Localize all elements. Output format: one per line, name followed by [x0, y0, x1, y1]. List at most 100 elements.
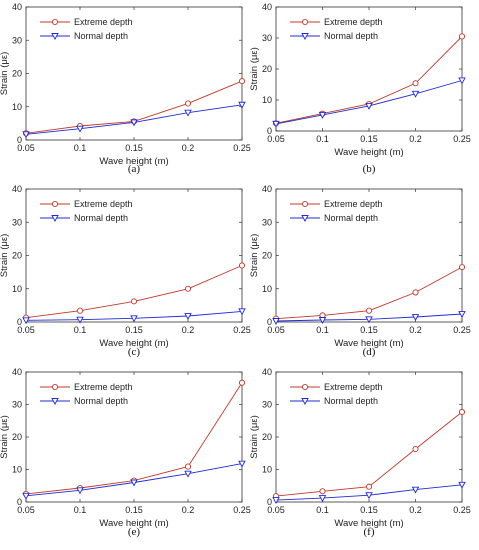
normal-depth-point — [184, 470, 192, 478]
extreme-depth-point — [238, 78, 246, 85]
normal-depth-point — [76, 316, 84, 324]
y-tick-label: 30 — [12, 35, 22, 45]
x-tick-label: 0.05 — [17, 143, 35, 153]
extreme-depth-line — [25, 265, 243, 319]
y-axis-label: Strain (με) — [0, 52, 10, 96]
y-tick-label: 10 — [262, 465, 272, 475]
extreme-depth-point — [130, 298, 138, 305]
y-tick-label: 0 — [267, 497, 272, 507]
y-tick-label: 40 — [12, 2, 22, 12]
x-tick-label: 0.15 — [125, 505, 143, 515]
y-tick-label: 40 — [262, 367, 272, 377]
x-tick-label: 0.05 — [17, 325, 35, 335]
legend-normal-depth-marker — [51, 215, 59, 222]
extreme-depth-point — [412, 445, 419, 453]
y-axis-label: Strain (με) — [0, 234, 10, 278]
y-tick-label: 40 — [12, 184, 22, 194]
y-tick-label: 30 — [262, 217, 272, 227]
y-tick-label: 40 — [262, 184, 272, 194]
y-tick-label: 30 — [12, 400, 22, 410]
x-tick-label: 0.25 — [233, 325, 251, 335]
extreme-depth-point — [184, 285, 192, 292]
extreme-depth-point — [365, 483, 373, 490]
legend-extreme-depth-label: Extreme depth — [324, 382, 383, 392]
normal-depth-point — [318, 317, 327, 324]
normal-depth-point — [238, 460, 246, 468]
legend-extreme-depth-label: Extreme depth — [324, 17, 383, 27]
normal-depth-point — [22, 131, 30, 139]
y-tick-label: 0 — [17, 317, 22, 327]
legend-extreme-depth-label: Extreme depth — [74, 17, 133, 27]
y-tick-label: 20 — [262, 432, 272, 442]
normal-depth-point — [76, 487, 84, 495]
normal-depth-point — [411, 486, 420, 494]
legend-extreme-depth-marker — [51, 383, 59, 391]
y-tick-label: 30 — [262, 400, 272, 410]
normal-depth-point — [365, 492, 373, 500]
x-axis-label: Wave height (m) — [334, 338, 403, 349]
legend-extreme-depth-label: Extreme depth — [74, 382, 133, 392]
normal-depth-point — [411, 314, 420, 321]
chart-panel-a: 0 10 20 30 40 0.05 0.1 0.15 0.2 0.25 Wave height (… — [0, 2, 251, 175]
x-tick-label: 0.2 — [409, 325, 422, 335]
normal-depth-point — [318, 111, 327, 119]
x-axis-label: Wave height (m) — [334, 518, 403, 529]
panel-label: (a) — [128, 163, 141, 175]
y-tick-label: 10 — [262, 95, 272, 105]
normal-depth-point — [458, 481, 466, 489]
extreme-depth-point — [184, 463, 192, 470]
y-tick-label: 20 — [12, 251, 22, 261]
y-tick-label: 20 — [262, 251, 272, 261]
x-tick-label: 0.2 — [182, 143, 195, 153]
normal-depth-point — [458, 77, 466, 85]
chart-panel-e: 0 10 20 30 40 0.05 0.1 0.15 0.2 0.25 Wave height (… — [0, 367, 251, 538]
normal-depth-point — [130, 479, 138, 487]
x-tick-label: 0.1 — [316, 134, 329, 144]
legend-normal-depth-marker — [301, 33, 309, 40]
x-tick-label: 0.15 — [125, 325, 143, 335]
extreme-depth-line — [275, 411, 463, 497]
y-tick-label: 0 — [17, 135, 22, 145]
normal-depth-point — [365, 102, 373, 110]
y-tick-label: 20 — [262, 64, 272, 74]
x-tick-label: 0.1 — [74, 505, 87, 515]
y-tick-label: 20 — [12, 69, 22, 79]
legend-extreme-depth-label: Extreme depth — [324, 199, 383, 209]
x-tick-label: 0.15 — [360, 325, 378, 335]
x-tick-label: 0.05 — [267, 325, 285, 335]
extreme-depth-point — [365, 307, 373, 314]
normal-depth-point — [22, 317, 30, 325]
y-tick-label: 10 — [12, 284, 22, 294]
y-axis-label: Strain (με) — [249, 415, 260, 459]
legend-normal-depth-label: Normal depth — [324, 396, 378, 406]
legend-normal-depth-label: Normal depth — [324, 213, 378, 223]
legend-normal-depth-label: Normal depth — [324, 31, 378, 41]
legend-normal-depth-marker — [51, 398, 59, 405]
y-tick-label: 40 — [12, 367, 22, 377]
normal-depth-point — [272, 120, 280, 128]
normal-depth-point — [272, 497, 280, 504]
y-tick-label: 30 — [12, 217, 22, 227]
extreme-depth-point — [458, 264, 466, 271]
normal-depth-point — [272, 318, 280, 325]
normal-depth-point — [238, 101, 246, 109]
normal-depth-point — [365, 316, 373, 324]
y-tick-label: 30 — [262, 33, 272, 43]
x-tick-label: 0.05 — [17, 505, 35, 515]
y-tick-label: 20 — [12, 432, 22, 442]
normal-depth-point — [411, 90, 420, 98]
normal-depth-point — [238, 308, 246, 316]
normal-depth-point — [184, 109, 192, 117]
normal-depth-point — [184, 313, 192, 320]
x-axis-label: Wave height (m) — [99, 518, 168, 529]
chart-panel-f: 0 10 20 30 40 0.05 0.1 0.15 0.2 0.25 Wave height (… — [249, 367, 471, 538]
extreme-depth-point — [458, 408, 466, 416]
extreme-depth-point — [319, 488, 326, 495]
x-tick-label: 0.2 — [409, 134, 422, 144]
y-tick-label: 0 — [17, 497, 22, 507]
legend-extreme-depth-label: Extreme depth — [74, 199, 133, 209]
extreme-depth-line — [25, 382, 243, 495]
x-tick-label: 0.15 — [360, 505, 378, 515]
chart-panel-b: 0 10 20 30 40 0.05 0.1 0.15 0.2 0.25 Wave height (… — [249, 2, 471, 175]
